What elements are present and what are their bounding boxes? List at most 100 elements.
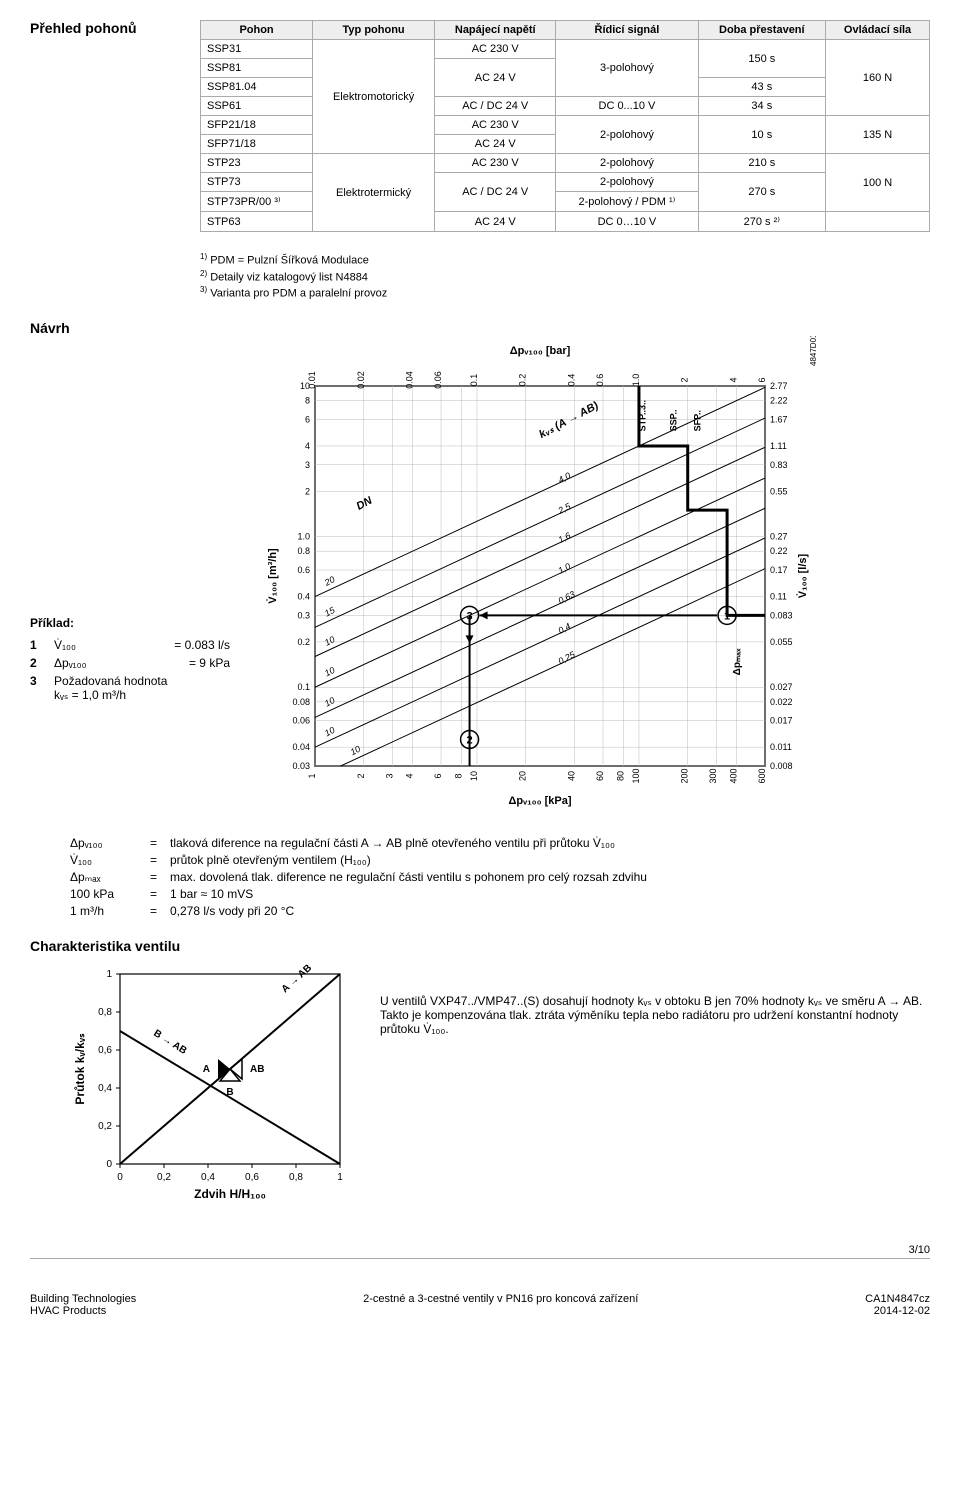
svg-text:Průtok kᵥ/kᵥₛ: Průtok kᵥ/kᵥₛ [73, 1033, 87, 1105]
table-row: SFP21/18 [201, 116, 313, 135]
footer-left: Building Technologies [30, 1293, 136, 1305]
svg-text:1.67: 1.67 [770, 414, 788, 424]
th-sila: Ovládací síla [826, 21, 930, 40]
def-text: průtok plně otevřeným ventilem (H₁₀₀) [170, 853, 371, 867]
svg-text:0.027: 0.027 [770, 682, 793, 692]
svg-text:0.55: 0.55 [770, 486, 788, 496]
svg-text:600: 600 [757, 768, 767, 783]
cell: 2-polohový / PDM ¹⁾ [556, 192, 698, 212]
svg-text:0,2: 0,2 [98, 1121, 112, 1132]
svg-text:V̇₁₀₀ [m³/h]: V̇₁₀₀ [m³/h] [266, 548, 279, 604]
svg-text:2: 2 [467, 734, 473, 746]
table-row: SSP81 [201, 59, 313, 78]
table-row: SFP71/18 [201, 135, 313, 154]
cell: AC 230 V [435, 116, 556, 135]
svg-text:V̇₁₀₀ [l/s]: V̇₁₀₀ [l/s] [796, 553, 809, 598]
svg-text:8: 8 [453, 773, 463, 778]
def-sym: Δpₘₐₓ [70, 870, 150, 884]
svg-text:0,2: 0,2 [157, 1172, 171, 1183]
t10: 10 s [698, 116, 826, 154]
cell: 2-polohový [556, 173, 698, 192]
cell: 270 s ²⁾ [698, 212, 826, 232]
example-title: Příklad: [30, 616, 230, 630]
cell: AC 24 V [435, 212, 556, 232]
svg-text:10: 10 [469, 771, 479, 781]
t150: 150 s [698, 40, 826, 78]
svg-text:3: 3 [305, 460, 310, 470]
svg-text:0.03: 0.03 [292, 761, 310, 771]
svg-text:6: 6 [757, 377, 767, 382]
svg-text:0.6: 0.6 [595, 374, 605, 387]
cell: 2-polohový [556, 154, 698, 173]
table-row: STP73PR/00 ³⁾ [201, 192, 313, 212]
svg-text:0,6: 0,6 [98, 1045, 112, 1056]
table-row: SSP31 [201, 40, 313, 59]
svg-text:3: 3 [467, 610, 473, 622]
svg-text:A: A [203, 1064, 210, 1075]
svg-text:2: 2 [305, 486, 310, 496]
sig-2pol: 2-polohový [556, 116, 698, 154]
table-row: SSP61 [201, 97, 313, 116]
svg-text:0.083: 0.083 [770, 610, 793, 620]
char-text-block: U ventilů VXP47../VMP47..(S) dosahují ho… [380, 964, 930, 1036]
ex-sym: Požadovaná hodnota [54, 674, 167, 688]
svg-text:0.055: 0.055 [770, 637, 793, 647]
svg-text:Δpₘₐₓ: Δpₘₐₓ [732, 648, 743, 675]
footnote: Varianta pro PDM a paralelní provoz [210, 288, 387, 300]
svg-text:SSP..: SSP.. [668, 409, 678, 431]
svg-text:300: 300 [708, 768, 718, 783]
cell: 210 s [698, 154, 826, 173]
sizing-chart: 0.010.020.040.060.10.20.40.61.0246Δpᵥ₁₀₀… [260, 336, 820, 816]
svg-text:0.02: 0.02 [356, 371, 366, 389]
svg-text:2.22: 2.22 [770, 396, 788, 406]
svg-text:0.04: 0.04 [405, 371, 415, 389]
svg-text:4: 4 [405, 773, 415, 778]
th-pohon: Pohon [201, 21, 313, 40]
overview-title: Přehled pohonů [30, 20, 180, 232]
t270: 270 s [698, 173, 826, 212]
svg-text:2.77: 2.77 [770, 381, 788, 391]
ex-val: = 0.083 l/s [174, 638, 230, 652]
svg-text:0.22: 0.22 [770, 546, 788, 556]
svg-text:4847D01a: 4847D01a [809, 336, 818, 366]
svg-text:0.83: 0.83 [770, 460, 788, 470]
svg-text:0.08: 0.08 [292, 697, 310, 707]
cell: AC 24 V [435, 135, 556, 154]
th-napeti: Napájecí napětí [435, 21, 556, 40]
cell: AC / DC 24 V [435, 97, 556, 116]
svg-text:100: 100 [631, 768, 641, 783]
ac24v: AC 24 V [435, 59, 556, 97]
footnotes: 1) PDM = Pulzní Šířková Modulace 2) Deta… [30, 252, 930, 300]
svg-text:1: 1 [307, 773, 317, 778]
svg-text:1.0: 1.0 [297, 532, 310, 542]
svg-text:0.6: 0.6 [297, 565, 310, 575]
svg-text:0.04: 0.04 [292, 742, 310, 752]
char-line: Takto je kompenzována tlak. ztráta výměn… [380, 1008, 930, 1036]
svg-text:0,8: 0,8 [289, 1172, 303, 1183]
page-number: 3/10 [30, 1244, 930, 1259]
svg-text:SFP..: SFP.. [693, 410, 703, 431]
svg-text:0.3: 0.3 [297, 610, 310, 620]
cell: AC 230 V [435, 40, 556, 59]
cell: DC 0…10 V [556, 212, 698, 232]
svg-text:8: 8 [305, 396, 310, 406]
svg-text:60: 60 [595, 771, 605, 781]
cell: AC 230 V [435, 154, 556, 173]
ex-val: = 9 kPa [189, 656, 230, 670]
cell: 34 s [698, 97, 826, 116]
svg-text:2: 2 [356, 773, 366, 778]
svg-text:0.8: 0.8 [297, 546, 310, 556]
svg-text:40: 40 [566, 771, 576, 781]
table-row: STP63 [201, 212, 313, 232]
def-text: 0,278 l/s vody při 20 °C [170, 904, 294, 918]
svg-text:0.06: 0.06 [292, 716, 310, 726]
svg-text:0.4: 0.4 [297, 592, 310, 602]
svg-text:0: 0 [106, 1159, 112, 1170]
def-text: max. dovolená tlak. diference ne regulač… [170, 870, 647, 884]
navrh-title: Návrh [30, 320, 930, 336]
svg-text:AB: AB [250, 1064, 264, 1075]
svg-text:0.4: 0.4 [566, 374, 576, 387]
th-doba: Doba přestavení [698, 21, 826, 40]
footer: Building Technologies HVAC Products 2-ce… [30, 1289, 930, 1317]
svg-text:2: 2 [680, 377, 690, 382]
